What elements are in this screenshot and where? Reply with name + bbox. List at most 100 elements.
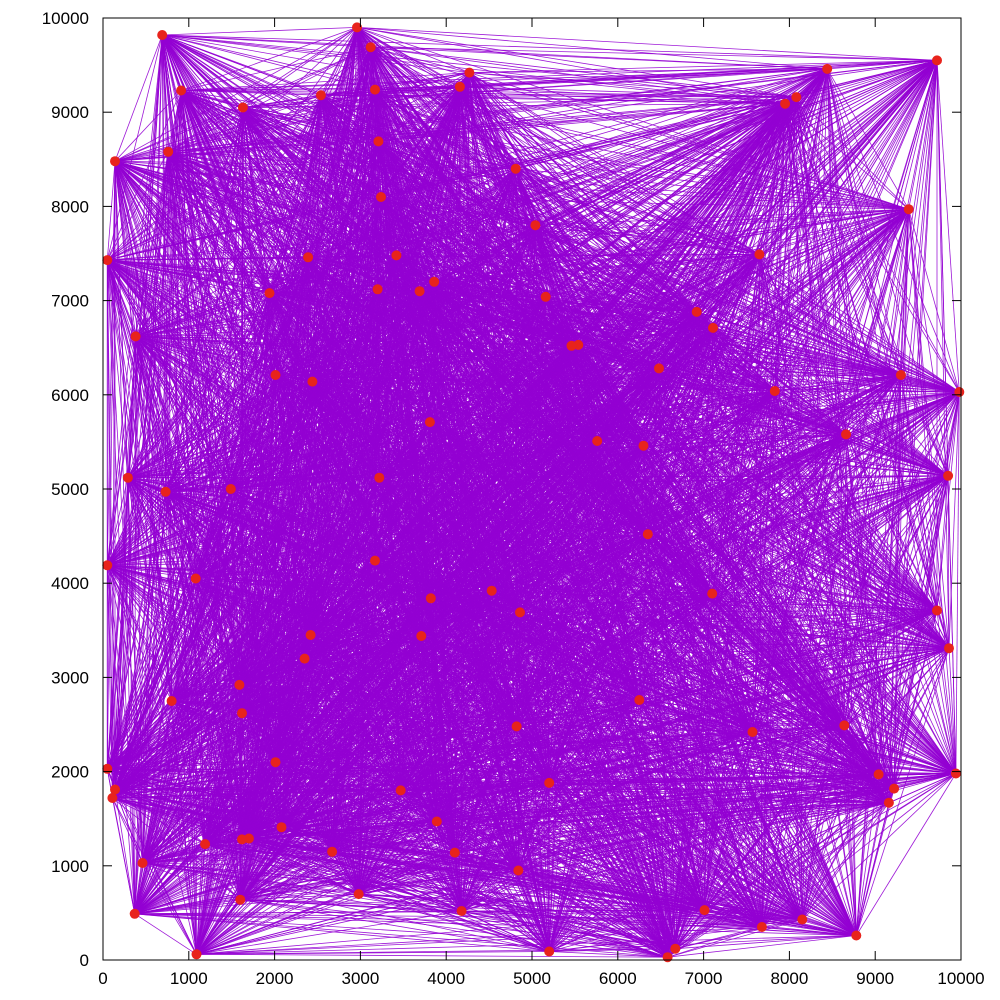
edge-line [312,381,847,435]
edge-line [801,774,879,920]
edge-line [127,254,760,479]
edge-line [304,658,956,774]
edge-line [936,610,950,649]
edge-line [230,488,938,611]
edge-line [761,788,895,928]
edge-line [370,46,938,61]
data-point [754,249,765,260]
edge-line [396,208,909,256]
edge-line [106,491,166,566]
edge-line [310,610,938,636]
edge-line [454,788,895,853]
edge-line [379,477,845,726]
data-point [373,136,384,147]
edge-line [597,434,847,442]
data-point [943,470,954,481]
edge-line [181,90,797,98]
edge-line [430,590,492,599]
edge-line [107,168,516,261]
edge-line [704,475,949,911]
edge-line [127,374,276,479]
edge-line [843,725,879,775]
edge-line [127,445,644,479]
edge-line [165,488,231,493]
edge-line [142,761,276,864]
data-point [307,376,318,387]
edge-line [396,255,546,298]
edge-line [545,296,847,435]
edge-line [281,821,437,828]
edge-line [171,699,640,702]
edge-line [107,196,382,261]
edge-line [269,288,378,294]
edge-line [429,390,775,423]
edge-line [332,802,889,853]
data-point [424,417,435,428]
edge-line [112,790,401,799]
edge-line [908,209,950,649]
edge-line [142,862,519,871]
edge-line [112,593,713,799]
edge-line [165,491,713,594]
edge-line [230,445,644,490]
edge-line [241,647,950,714]
edge-line [239,838,250,900]
edge-line [421,635,879,775]
edge-line [239,684,640,701]
edge-line [196,919,803,955]
edge-line [696,311,960,393]
edge-line [320,94,760,255]
edge-line [535,103,786,226]
edge-line [168,96,797,153]
edge-line [107,712,243,770]
edge-line [515,168,957,774]
edge-line [304,658,402,791]
edge-line [752,610,938,733]
edge-line [135,336,713,594]
edge-line [331,851,668,958]
edge-line [165,445,644,493]
edge-line [908,209,949,476]
edge-line [127,390,775,479]
edge-line [784,103,909,210]
edge-line [712,593,950,649]
edge-line [307,256,378,290]
edge-line [436,788,895,822]
edge-line [430,593,713,599]
edge-line [239,684,845,726]
edge-line [134,839,243,915]
edge-line [106,565,241,900]
edge-line [436,821,456,853]
edge-line [106,161,116,261]
data-point [780,98,791,109]
edge-line [107,768,879,775]
edge-line [241,712,845,726]
edge-line [469,60,938,73]
edge-line [204,843,462,912]
edge-line [114,94,322,162]
edge-line [519,612,950,649]
edge-line [759,103,786,255]
edge-line [801,434,847,920]
edge-line [948,648,957,774]
edge-line [400,790,705,911]
edge-line [774,390,847,435]
edge-line [516,390,776,727]
edge-line [107,256,309,261]
edge-line [380,196,697,313]
edge-line [127,288,378,479]
edge-line [516,725,845,727]
edge-line [761,773,957,928]
data-point [110,156,120,167]
edge-line [774,390,950,649]
edge-line [181,86,460,91]
edge-line [107,327,714,566]
edge-line [205,843,333,853]
edge-line [275,374,960,393]
edge-line [242,96,797,108]
edge-line [134,843,206,915]
edge-line [518,870,676,950]
edge-line [712,593,938,611]
edge-line [535,225,547,297]
edge-line [165,491,250,839]
